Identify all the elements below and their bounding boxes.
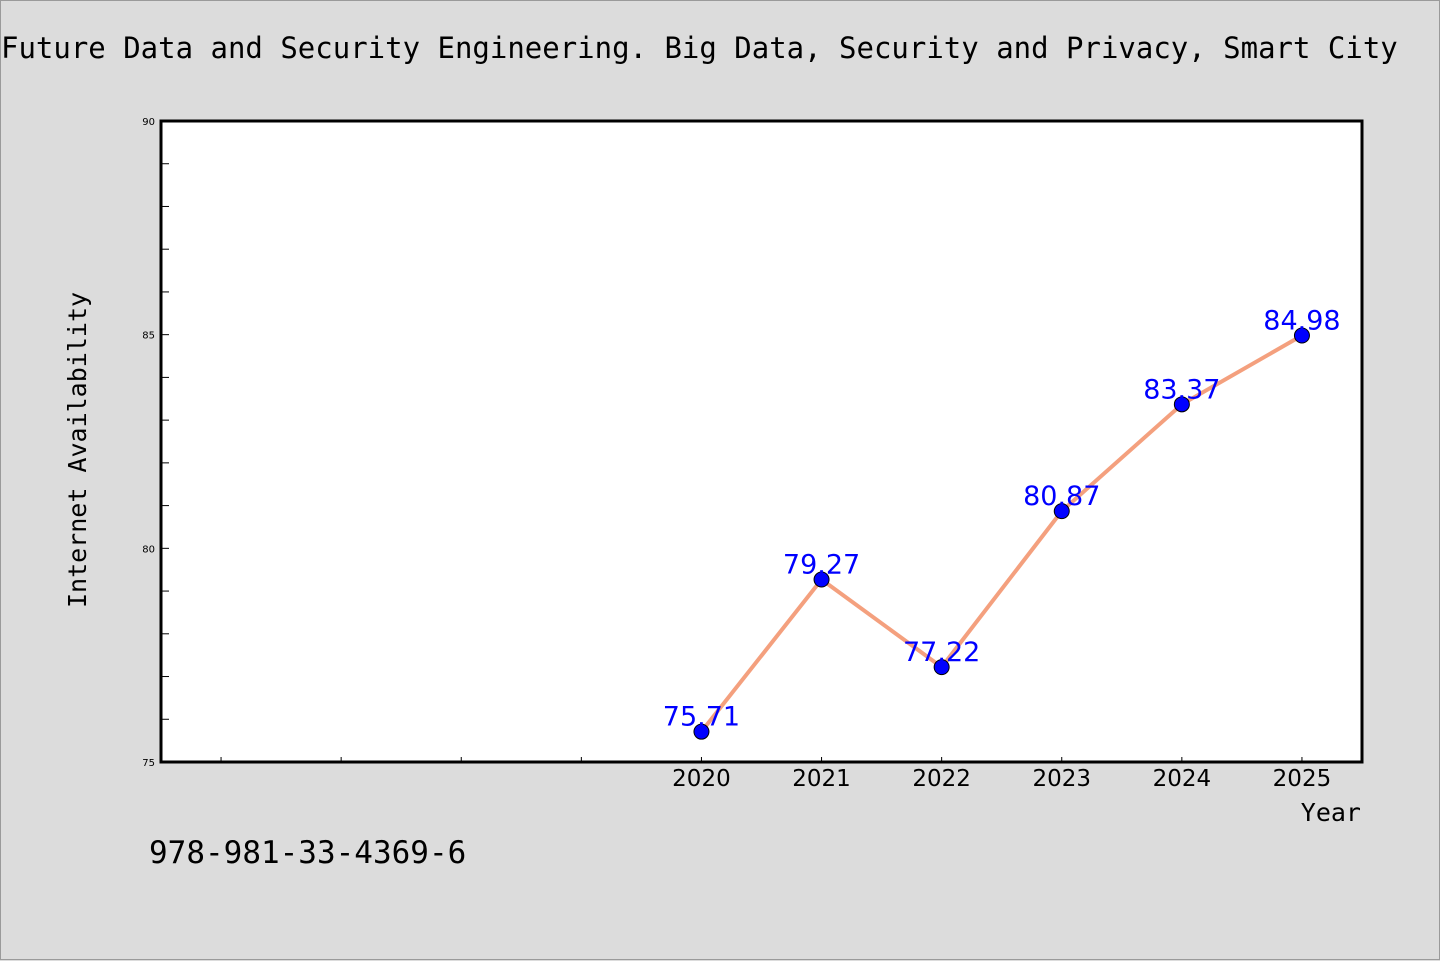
data-value-label: 80.87 (1023, 481, 1100, 512)
data-labels: 75.71 79.27 77.22 80.87 83.37 84.98 (663, 306, 1341, 733)
x-tick-label: 2021 (792, 766, 851, 792)
data-point-marker (1053, 503, 1070, 520)
data-point-marker (1173, 396, 1190, 413)
data-point-marker (693, 723, 710, 740)
y-tick-label: 85 (142, 331, 155, 342)
y-tick-labels: 75 80 85 90 (142, 117, 155, 769)
series-line (699, 333, 1303, 733)
x-axis-label: Year (1301, 798, 1361, 827)
series-layer (693, 327, 1310, 740)
isbn-text: 978-981-33-4369-6 (149, 835, 467, 871)
y-tick-label: 80 (142, 544, 155, 555)
data-value-label: 83.37 (1143, 374, 1220, 405)
x-tick-label: 2025 (1273, 766, 1332, 792)
x-tick-label: 2020 (672, 766, 731, 792)
data-value-label: 84.98 (1263, 306, 1340, 337)
data-point-marker (813, 571, 830, 588)
y-tick-label: 90 (142, 117, 155, 128)
data-value-label: 77.22 (903, 637, 980, 668)
plot-area (161, 121, 1362, 762)
data-value-label: 75.71 (663, 702, 740, 733)
x-tick-label: 2023 (1032, 766, 1091, 792)
x-tick-label: 2022 (912, 766, 971, 792)
y-tick-label: 75 (142, 758, 155, 769)
data-value-label: 79.27 (783, 550, 860, 581)
y-axis-label: Internet Availability (63, 292, 92, 608)
chart-title: Future Data and Security Engineering. Bi… (1, 31, 1398, 65)
data-point-marker (933, 659, 950, 676)
x-tick-labels: 2020 2021 2022 2023 2024 2025 (672, 766, 1331, 792)
plot-frame (159, 119, 1364, 764)
x-tick-label: 2024 (1153, 766, 1212, 792)
data-point-marker (1293, 327, 1310, 344)
